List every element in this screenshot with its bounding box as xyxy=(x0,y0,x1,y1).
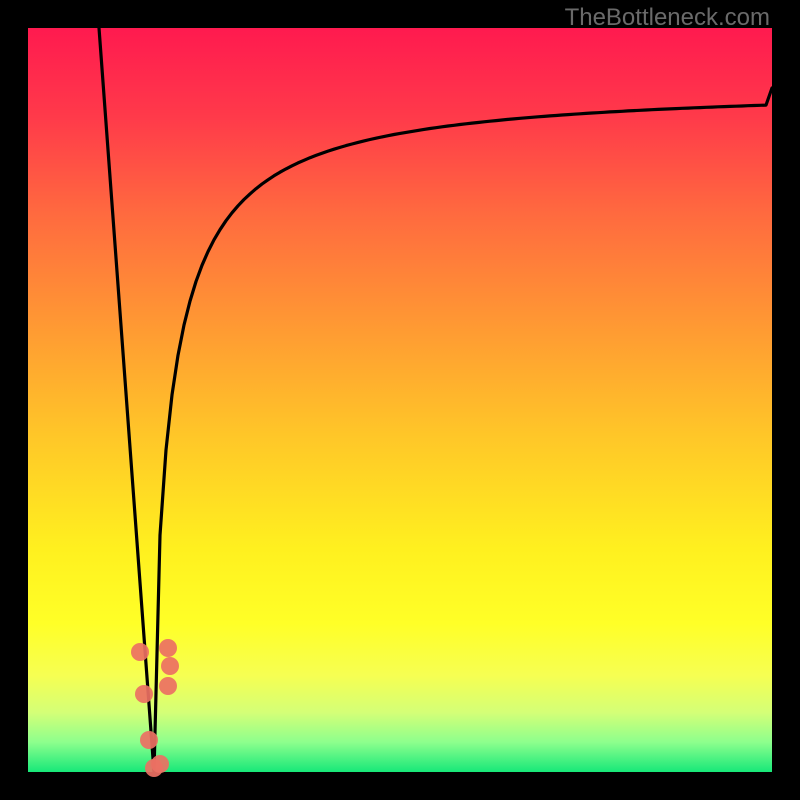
watermark-text: TheBottleneck.com xyxy=(565,4,770,32)
curve-layer xyxy=(28,28,772,772)
data-point xyxy=(135,685,153,703)
data-point xyxy=(131,643,149,661)
data-point xyxy=(161,657,179,675)
plot-area xyxy=(28,28,772,772)
data-point xyxy=(151,755,169,773)
data-point xyxy=(159,677,177,695)
data-point xyxy=(140,731,158,749)
chart-frame: TheBottleneck.com xyxy=(0,0,800,800)
data-point xyxy=(159,639,177,657)
bottleneck-curve xyxy=(99,28,772,772)
